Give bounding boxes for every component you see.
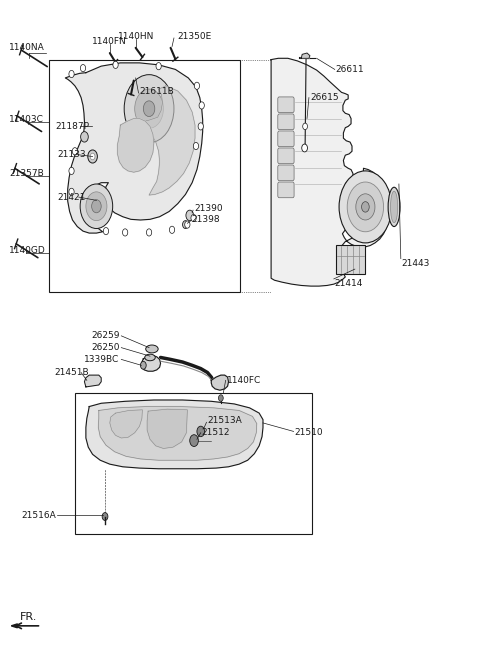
Circle shape — [356, 194, 375, 220]
Bar — [48, 60, 240, 292]
Circle shape — [144, 101, 155, 117]
Circle shape — [69, 167, 74, 174]
Circle shape — [86, 192, 107, 220]
Circle shape — [141, 361, 146, 369]
Text: 21357B: 21357B — [9, 169, 44, 178]
Text: 21414: 21414 — [335, 279, 363, 288]
Circle shape — [124, 75, 174, 143]
Polygon shape — [136, 86, 195, 195]
Text: 11403C: 11403C — [9, 115, 44, 125]
Ellipse shape — [388, 187, 400, 226]
Text: 21398: 21398 — [191, 215, 220, 224]
Text: 26259: 26259 — [91, 331, 120, 340]
Ellipse shape — [146, 345, 158, 353]
FancyBboxPatch shape — [278, 165, 294, 180]
FancyBboxPatch shape — [278, 114, 294, 130]
Text: 21350E: 21350E — [178, 31, 212, 41]
Circle shape — [103, 228, 108, 235]
Circle shape — [81, 132, 88, 142]
Polygon shape — [301, 53, 310, 58]
Bar — [75, 394, 312, 534]
Circle shape — [90, 154, 95, 160]
Circle shape — [199, 102, 204, 109]
Circle shape — [72, 148, 77, 155]
Circle shape — [191, 215, 196, 222]
Text: 21451B: 21451B — [54, 368, 89, 377]
Polygon shape — [65, 63, 203, 233]
FancyBboxPatch shape — [278, 131, 294, 147]
Circle shape — [113, 61, 118, 68]
Circle shape — [193, 142, 199, 150]
Circle shape — [190, 435, 198, 447]
FancyBboxPatch shape — [278, 97, 294, 113]
Polygon shape — [98, 407, 257, 461]
Circle shape — [186, 210, 193, 220]
Text: 21133: 21133 — [57, 150, 86, 159]
Circle shape — [92, 199, 101, 213]
Circle shape — [169, 226, 175, 234]
Circle shape — [218, 395, 223, 401]
Circle shape — [80, 64, 85, 72]
Polygon shape — [118, 119, 154, 173]
Text: 1140FC: 1140FC — [227, 376, 261, 385]
Polygon shape — [211, 375, 228, 390]
Circle shape — [69, 70, 74, 77]
Text: 1140NA: 1140NA — [9, 43, 45, 52]
Circle shape — [194, 82, 200, 89]
Ellipse shape — [145, 354, 156, 361]
Text: 21187P: 21187P — [56, 122, 90, 131]
Text: 21512: 21512 — [202, 428, 230, 438]
Circle shape — [122, 229, 128, 236]
Text: 1140GD: 1140GD — [9, 246, 46, 255]
Text: 26611: 26611 — [336, 65, 364, 74]
Circle shape — [146, 229, 152, 236]
Text: 21443: 21443 — [402, 259, 430, 268]
Circle shape — [102, 512, 108, 520]
Polygon shape — [11, 624, 17, 628]
Text: 21390: 21390 — [194, 205, 223, 213]
FancyBboxPatch shape — [278, 148, 294, 164]
Text: 21611B: 21611B — [140, 87, 174, 96]
Circle shape — [156, 62, 161, 70]
Ellipse shape — [391, 191, 398, 222]
Circle shape — [347, 182, 384, 232]
Circle shape — [80, 184, 113, 228]
Text: FR.: FR. — [20, 612, 37, 623]
Circle shape — [182, 220, 188, 228]
Text: 21510: 21510 — [295, 428, 323, 438]
Circle shape — [198, 123, 204, 130]
Polygon shape — [110, 410, 143, 438]
Text: 26615: 26615 — [310, 93, 338, 102]
Circle shape — [88, 150, 97, 163]
Polygon shape — [271, 58, 389, 286]
Text: 1339BC: 1339BC — [84, 355, 120, 364]
Circle shape — [135, 89, 163, 129]
FancyBboxPatch shape — [278, 182, 294, 197]
Polygon shape — [147, 409, 187, 449]
Text: 21421: 21421 — [57, 193, 85, 201]
Circle shape — [361, 201, 369, 212]
Polygon shape — [84, 375, 101, 387]
Polygon shape — [86, 400, 263, 469]
Text: 1140HN: 1140HN — [118, 31, 154, 41]
Bar — [336, 245, 365, 274]
Text: 21513A: 21513A — [207, 417, 242, 426]
Circle shape — [303, 123, 308, 130]
Text: 21516A: 21516A — [22, 511, 56, 520]
Circle shape — [302, 144, 308, 152]
Polygon shape — [142, 356, 160, 371]
Circle shape — [339, 171, 392, 243]
Circle shape — [197, 426, 204, 437]
Text: 1140FN: 1140FN — [93, 37, 127, 46]
Circle shape — [69, 188, 74, 195]
Circle shape — [185, 221, 190, 228]
Text: 26250: 26250 — [91, 343, 120, 352]
